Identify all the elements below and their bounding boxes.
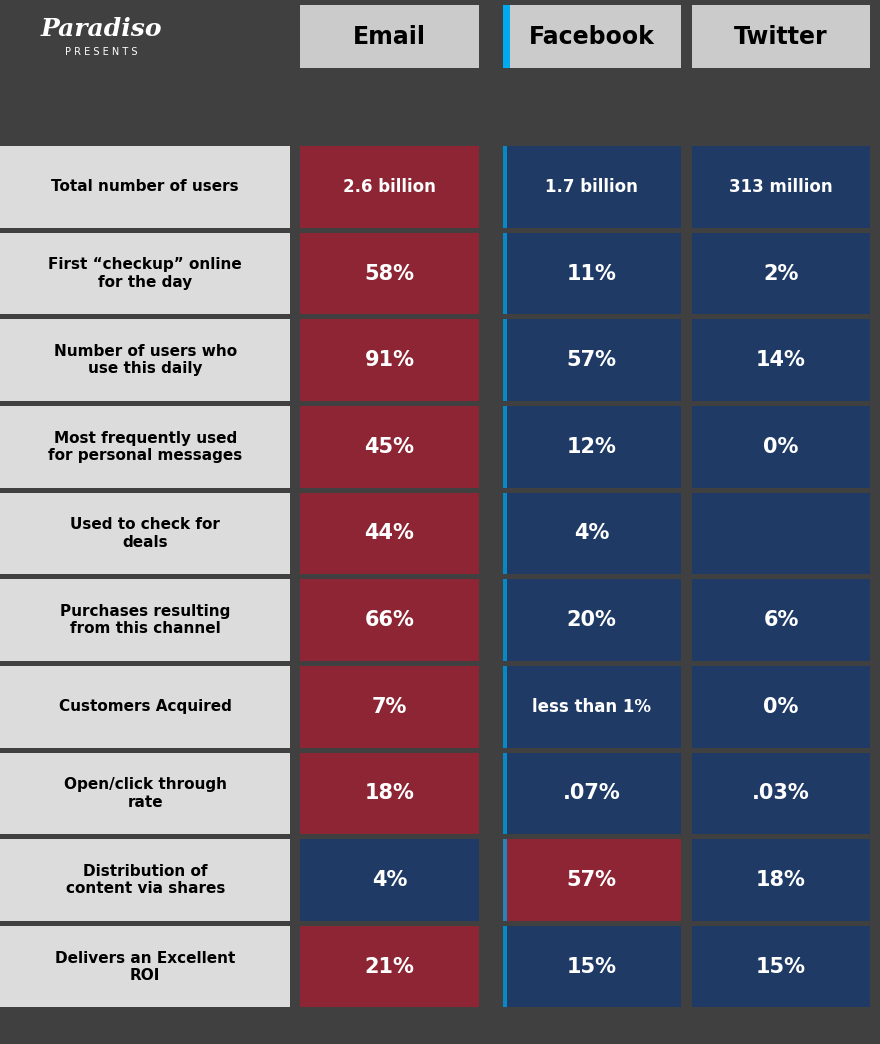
FancyBboxPatch shape — [0, 319, 290, 401]
Text: 66%: 66% — [364, 610, 414, 631]
Text: Purchases resulting
from this channel: Purchases resulting from this channel — [60, 603, 231, 637]
FancyBboxPatch shape — [502, 493, 507, 574]
Text: 45%: 45% — [364, 436, 414, 457]
FancyBboxPatch shape — [300, 319, 479, 401]
FancyBboxPatch shape — [0, 579, 290, 661]
FancyBboxPatch shape — [502, 319, 507, 401]
Text: 1.7 billion: 1.7 billion — [546, 177, 638, 196]
FancyBboxPatch shape — [502, 579, 681, 661]
Text: 14%: 14% — [756, 350, 806, 371]
Text: 21%: 21% — [364, 956, 414, 977]
Text: 4%: 4% — [574, 523, 610, 544]
FancyBboxPatch shape — [692, 839, 870, 921]
Text: 12%: 12% — [567, 436, 617, 457]
FancyBboxPatch shape — [300, 839, 479, 921]
FancyBboxPatch shape — [300, 146, 479, 228]
Text: 6%: 6% — [763, 610, 799, 631]
FancyBboxPatch shape — [692, 146, 870, 228]
FancyBboxPatch shape — [502, 146, 507, 228]
FancyBboxPatch shape — [502, 5, 681, 68]
FancyBboxPatch shape — [502, 839, 507, 921]
FancyBboxPatch shape — [502, 406, 507, 488]
Text: Used to check for
deals: Used to check for deals — [70, 517, 220, 550]
FancyBboxPatch shape — [692, 579, 870, 661]
Text: Number of users who
use this daily: Number of users who use this daily — [54, 343, 237, 377]
Text: Customers Acquired: Customers Acquired — [59, 699, 231, 714]
Text: 91%: 91% — [364, 350, 414, 371]
Text: 44%: 44% — [364, 523, 414, 544]
Text: 18%: 18% — [756, 870, 806, 891]
FancyBboxPatch shape — [300, 926, 479, 1007]
FancyBboxPatch shape — [300, 406, 479, 488]
FancyBboxPatch shape — [692, 5, 870, 68]
Text: 0%: 0% — [763, 436, 799, 457]
Text: .07%: .07% — [563, 783, 620, 804]
FancyBboxPatch shape — [0, 233, 290, 314]
FancyBboxPatch shape — [0, 926, 290, 1007]
Text: Paradiso: Paradiso — [40, 17, 163, 41]
FancyBboxPatch shape — [300, 753, 479, 834]
Text: 11%: 11% — [567, 263, 617, 284]
Text: Total number of users: Total number of users — [51, 180, 239, 194]
FancyBboxPatch shape — [502, 5, 510, 68]
FancyBboxPatch shape — [502, 753, 507, 834]
FancyBboxPatch shape — [692, 319, 870, 401]
FancyBboxPatch shape — [502, 926, 681, 1007]
Text: 20%: 20% — [567, 610, 617, 631]
Text: Email: Email — [353, 25, 426, 48]
FancyBboxPatch shape — [502, 579, 507, 661]
FancyBboxPatch shape — [0, 666, 290, 748]
Text: 58%: 58% — [364, 263, 414, 284]
Text: 15%: 15% — [756, 956, 806, 977]
FancyBboxPatch shape — [502, 666, 681, 748]
Text: 18%: 18% — [364, 783, 414, 804]
FancyBboxPatch shape — [502, 319, 681, 401]
Text: Delivers an Excellent
ROI: Delivers an Excellent ROI — [55, 950, 235, 983]
FancyBboxPatch shape — [502, 839, 681, 921]
FancyBboxPatch shape — [692, 666, 870, 748]
Text: less than 1%: less than 1% — [532, 697, 651, 716]
FancyBboxPatch shape — [0, 146, 290, 228]
FancyBboxPatch shape — [300, 5, 479, 68]
FancyBboxPatch shape — [692, 406, 870, 488]
Text: P R E S E N T S: P R E S E N T S — [65, 47, 138, 57]
FancyBboxPatch shape — [692, 493, 870, 574]
FancyBboxPatch shape — [692, 753, 870, 834]
FancyBboxPatch shape — [300, 579, 479, 661]
Text: First “checkup” online
for the day: First “checkup” online for the day — [48, 257, 242, 290]
FancyBboxPatch shape — [0, 753, 290, 834]
FancyBboxPatch shape — [502, 753, 681, 834]
FancyBboxPatch shape — [692, 233, 870, 314]
FancyBboxPatch shape — [300, 666, 479, 748]
FancyBboxPatch shape — [300, 493, 479, 574]
Text: 0%: 0% — [763, 696, 799, 717]
FancyBboxPatch shape — [0, 839, 290, 921]
FancyBboxPatch shape — [0, 493, 290, 574]
FancyBboxPatch shape — [692, 926, 870, 1007]
Text: .03%: .03% — [752, 783, 810, 804]
FancyBboxPatch shape — [502, 926, 507, 1007]
Text: 15%: 15% — [567, 956, 617, 977]
Text: 7%: 7% — [371, 696, 407, 717]
Text: 2.6 billion: 2.6 billion — [343, 177, 436, 196]
Text: Most frequently used
for personal messages: Most frequently used for personal messag… — [48, 430, 242, 464]
FancyBboxPatch shape — [502, 666, 507, 748]
FancyBboxPatch shape — [502, 493, 681, 574]
FancyBboxPatch shape — [0, 406, 290, 488]
Text: Distribution of
content via shares: Distribution of content via shares — [65, 863, 225, 897]
Text: 313 million: 313 million — [730, 177, 832, 196]
FancyBboxPatch shape — [502, 233, 681, 314]
Text: 57%: 57% — [567, 870, 617, 891]
FancyBboxPatch shape — [502, 146, 681, 228]
FancyBboxPatch shape — [502, 406, 681, 488]
Text: Facebook: Facebook — [529, 25, 655, 48]
Text: Open/click through
rate: Open/click through rate — [63, 777, 227, 810]
FancyBboxPatch shape — [502, 233, 507, 314]
Text: 57%: 57% — [567, 350, 617, 371]
Text: 4%: 4% — [371, 870, 407, 891]
Text: Twitter: Twitter — [734, 25, 828, 48]
Text: 2%: 2% — [763, 263, 799, 284]
FancyBboxPatch shape — [300, 233, 479, 314]
